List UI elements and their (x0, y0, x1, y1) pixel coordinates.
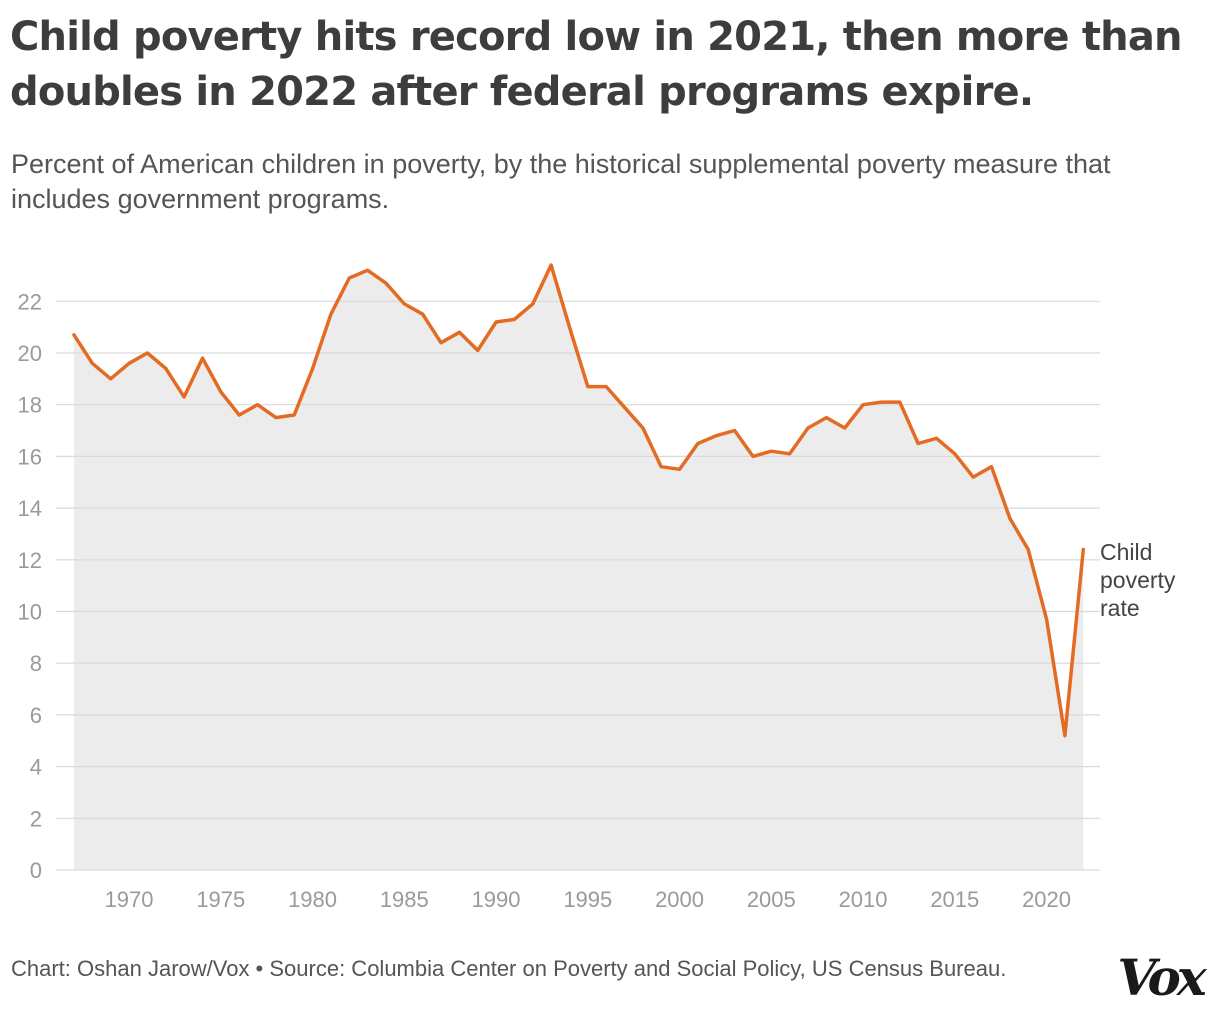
data-point-1994 (568, 325, 571, 329)
data-point-1996 (604, 385, 608, 389)
series-label-child-poverty-rate: Child poverty rate (1100, 539, 1176, 621)
data-point-2007 (806, 426, 810, 430)
data-point-1967 (72, 333, 76, 337)
data-point-2006 (788, 452, 792, 456)
data-point-1998 (641, 426, 645, 430)
data-point-2011 (879, 400, 883, 404)
data-point-1971 (145, 351, 149, 355)
data-point-1985 (402, 302, 406, 306)
x-tick-label-2000: 2000 (655, 887, 704, 912)
data-point-1995 (586, 385, 590, 389)
data-point-1987 (439, 341, 443, 345)
y-tick-label-8: 8 (30, 651, 42, 676)
data-point-1992 (531, 302, 535, 306)
y-tick-label-18: 18 (18, 393, 42, 418)
data-point-1970 (127, 361, 131, 365)
data-point-2001 (696, 442, 700, 445)
x-tick-label-1970: 1970 (105, 887, 154, 912)
data-point-1981 (329, 312, 333, 316)
y-tick-label-14: 14 (18, 496, 42, 521)
data-point-2019 (1026, 548, 1030, 551)
data-point-1983 (366, 268, 370, 272)
x-tick-label-1995: 1995 (563, 887, 612, 912)
data-point-1980 (311, 367, 315, 370)
data-point-2004 (751, 454, 755, 458)
data-point-2018 (1008, 516, 1012, 520)
data-point-2016 (971, 475, 975, 479)
data-point-1990 (494, 320, 498, 324)
x-tick-label-1975: 1975 (196, 887, 245, 912)
data-point-1989 (476, 348, 480, 352)
data-point-1968 (90, 361, 94, 365)
data-point-1975 (219, 390, 223, 394)
data-point-1972 (164, 367, 168, 370)
source-credit: Chart: Oshan Jarow/Vox • Source: Columbi… (11, 956, 1007, 981)
x-tick-label-1980: 1980 (288, 887, 337, 912)
data-point-2021 (1063, 734, 1067, 738)
data-point-1982 (347, 276, 351, 280)
data-point-1993 (549, 263, 553, 267)
data-point-1999 (659, 465, 663, 469)
x-tick-label-1985: 1985 (380, 887, 429, 912)
data-point-1986 (421, 312, 425, 316)
data-point-2012 (898, 400, 902, 404)
chart-subtitle: Percent of American children in poverty,… (11, 149, 1111, 214)
x-tick-label-2010: 2010 (839, 887, 888, 912)
data-point-2000 (678, 467, 682, 471)
data-point-1984 (384, 281, 388, 285)
vox-logo: Vox (1117, 948, 1212, 1007)
y-tick-label-16: 16 (18, 444, 42, 469)
data-point-1978 (274, 416, 278, 420)
area-fill (74, 265, 1084, 871)
data-point-2003 (733, 429, 737, 432)
x-tick-label-1990: 1990 (472, 887, 521, 912)
data-point-1988 (457, 330, 461, 334)
data-point-2022 (1081, 548, 1085, 551)
data-point-2010 (861, 403, 865, 407)
data-point-1979 (292, 413, 296, 417)
y-tick-label-22: 22 (18, 289, 42, 314)
data-point-2017 (990, 465, 993, 469)
y-tick-label-20: 20 (18, 341, 42, 366)
data-point-1976 (237, 413, 241, 417)
data-point-2014 (935, 436, 938, 440)
chart-title: Child poverty hits record low in 2021, t… (10, 14, 1183, 115)
data-point-2020 (1045, 617, 1049, 621)
svg-text:Vox: Vox (1117, 948, 1208, 1007)
data-point-2009 (843, 426, 847, 430)
data-point-1977 (256, 403, 259, 407)
data-point-1969 (109, 377, 113, 381)
y-tick-label-12: 12 (18, 548, 42, 573)
child-poverty-chart: 0 2 4 6 8 10 12 14 16 18 20 22 1970 1975 1980 1985 1990 1… (18, 263, 1176, 912)
x-tick-label-2005: 2005 (747, 887, 796, 912)
y-tick-label-4: 4 (30, 755, 42, 780)
y-tick-label-10: 10 (18, 600, 42, 625)
data-point-1974 (201, 356, 204, 360)
data-point-1973 (182, 395, 186, 399)
y-tick-label-0: 0 (30, 858, 42, 883)
series-line-child-poverty-rate (72, 263, 1086, 738)
y-tick-label-2: 2 (30, 806, 42, 831)
data-point-2005 (769, 449, 773, 453)
x-tick-label-2015: 2015 (930, 887, 979, 912)
y-tick-label-6: 6 (30, 703, 42, 728)
data-point-2002 (714, 434, 718, 438)
data-point-1991 (512, 317, 516, 321)
data-point-2015 (953, 452, 957, 456)
data-point-2013 (916, 442, 920, 445)
data-point-2008 (824, 416, 828, 420)
data-point-1997 (623, 405, 626, 409)
x-tick-label-2020: 2020 (1022, 887, 1071, 912)
